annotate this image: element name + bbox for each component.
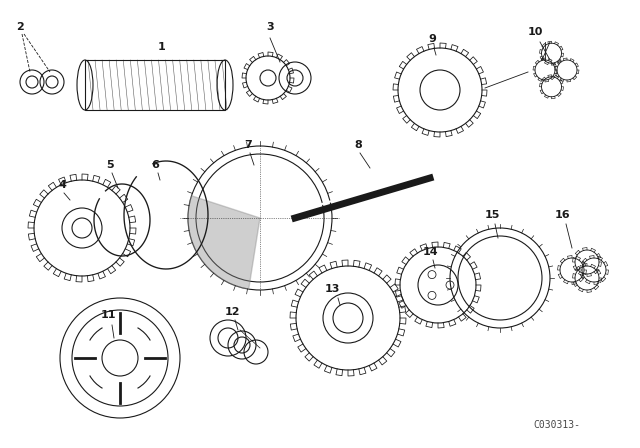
Text: 13: 13 bbox=[324, 284, 340, 294]
Text: 7: 7 bbox=[244, 140, 252, 150]
Polygon shape bbox=[188, 196, 260, 289]
Text: 11: 11 bbox=[100, 310, 116, 320]
Bar bbox=[85, 60, 225, 110]
Text: 9: 9 bbox=[428, 34, 436, 44]
Text: 4: 4 bbox=[58, 180, 66, 190]
Text: 6: 6 bbox=[151, 160, 159, 170]
Text: C030313-: C030313- bbox=[533, 420, 580, 430]
Text: 14: 14 bbox=[422, 247, 438, 257]
Text: 10: 10 bbox=[527, 27, 543, 37]
Text: 8: 8 bbox=[354, 140, 362, 150]
Text: 3: 3 bbox=[266, 22, 274, 32]
Text: 5: 5 bbox=[106, 160, 114, 170]
Text: 15: 15 bbox=[484, 210, 500, 220]
Text: 2: 2 bbox=[16, 22, 24, 32]
Text: 1: 1 bbox=[158, 42, 166, 52]
Text: 12: 12 bbox=[224, 307, 240, 317]
Text: 16: 16 bbox=[555, 210, 571, 220]
